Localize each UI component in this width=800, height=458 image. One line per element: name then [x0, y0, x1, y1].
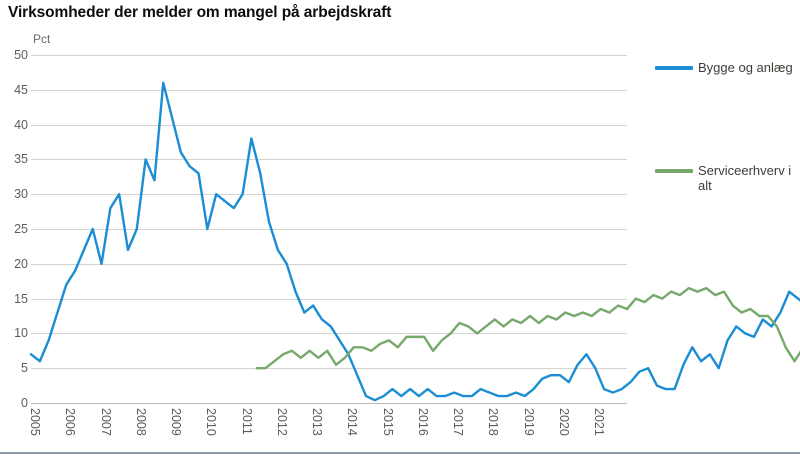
y-axis-tick-label: 50: [14, 48, 28, 62]
y-axis-tick-label: 45: [14, 82, 28, 97]
gridline: [31, 298, 627, 300]
x-axis-tick-label: 2009: [169, 408, 184, 436]
chart-title: Virksomheder der melder om mangel på arb…: [8, 4, 392, 21]
series-line: [255, 286, 800, 370]
series-line: [29, 81, 800, 402]
x-axis-tick-label: 2019: [521, 408, 536, 436]
y-axis-unit-label: Pct: [33, 32, 51, 46]
gridline: [31, 89, 627, 91]
gridline: [31, 229, 627, 230]
y-axis: 0 5 10 15 20 25 30 35 40 45 50: [0, 48, 28, 410]
x-axis: 2005 2006 2007 2008 2009 2010 2011 2012 2013 2014…: [28, 408, 627, 458]
y-axis-tick-label: 40: [14, 117, 28, 132]
legend-item-label: Serviceerhverv i alt: [698, 163, 792, 193]
x-axis-tick-label: 2016: [415, 408, 430, 436]
x-axis-tick-label: 2013: [310, 408, 325, 436]
y-axis-tick-label: 15: [14, 291, 28, 306]
plot-area: [29, 55, 800, 404]
legend-item[interactable]: Serviceerhverv i alt: [655, 163, 794, 193]
gridline: [31, 263, 627, 265]
x-axis-tick-label: 2008: [133, 408, 148, 436]
x-axis-tick-label: 2021: [592, 408, 607, 436]
legend-color-swatch: [655, 169, 693, 173]
x-axis-tick-label: 2012: [274, 408, 289, 436]
x-axis-tick-label: 2020: [556, 408, 571, 436]
y-axis-tick-label: 0: [21, 396, 28, 410]
legend-color-swatch: [655, 66, 693, 70]
x-axis-tick-label: 2011: [239, 408, 254, 435]
y-axis-tick-label: 10: [14, 326, 28, 341]
y-axis-tick-label: 5: [21, 361, 28, 376]
x-axis-tick-label: 2018: [486, 408, 501, 436]
x-axis-tick-label: 2010: [204, 408, 219, 436]
gridline: [31, 159, 627, 161]
y-axis-tick-label: 20: [14, 256, 28, 271]
y-axis-tick-label: 35: [14, 152, 28, 167]
x-axis-tick-label: 2007: [98, 408, 113, 436]
y-axis-tick-label: 25: [14, 222, 28, 236]
gridline: [31, 55, 627, 56]
y-axis-tick-label: 30: [14, 187, 28, 202]
x-axis-tick-label: 2017: [451, 408, 466, 436]
axis-baseline: [31, 403, 627, 404]
footer-rule: [0, 452, 800, 454]
x-axis-tick-label: 2014: [345, 408, 360, 436]
legend-item-label: Bygge og anlæg: [698, 60, 793, 75]
gridline: [31, 194, 627, 196]
series-lines: [29, 81, 800, 402]
chart-legend: Bygge og anlæg Serviceerhverv i alt: [655, 55, 800, 255]
legend-item[interactable]: Bygge og anlæg: [655, 60, 794, 75]
x-axis-tick-label: 2005: [28, 408, 42, 436]
gridline: [31, 333, 627, 335]
gridline: [31, 368, 627, 370]
x-axis-tick-label: 2006: [63, 408, 78, 436]
x-axis-tick-label: 2015: [380, 408, 395, 436]
gridline: [31, 124, 627, 126]
